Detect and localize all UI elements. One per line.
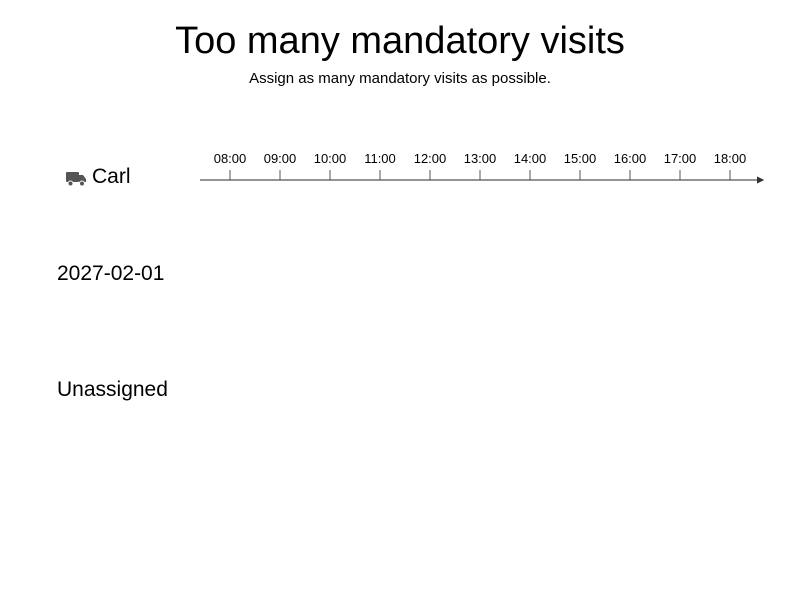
timeline-tick-label: 11:00 xyxy=(364,151,396,166)
timeline-tick-label: 08:00 xyxy=(214,151,247,166)
vehicle-name: Carl xyxy=(92,165,131,188)
timeline-tick-label: 12:00 xyxy=(414,151,447,166)
timeline-tick-label: 10:00 xyxy=(314,151,347,166)
timeline-tick-label: 09:00 xyxy=(264,151,297,166)
vehicle-row-label: Carl xyxy=(66,165,131,189)
timeline-tick-label: 13:00 xyxy=(464,151,497,166)
page-subtitle: Assign as many mandatory visits as possi… xyxy=(249,70,551,87)
timeline-axis: 08:00 09:00 10:00 11:00 12:00 13:00 14:00 15:00… xyxy=(200,151,765,184)
timeline-tick-label: 18:00 xyxy=(714,151,747,166)
timeline-tick-label: 16:00 xyxy=(614,151,647,166)
timeline-tick-label: 15:00 xyxy=(564,151,597,166)
unassigned-section-label: Unassigned xyxy=(57,378,168,401)
timeline-tick-label: 14:00 xyxy=(514,151,547,166)
truck-icon xyxy=(66,169,87,187)
date-group-label: 2027-02-01 xyxy=(57,262,165,285)
page-title: Too many mandatory visits xyxy=(175,20,625,62)
timeline-tick-label: 17:00 xyxy=(664,151,697,166)
